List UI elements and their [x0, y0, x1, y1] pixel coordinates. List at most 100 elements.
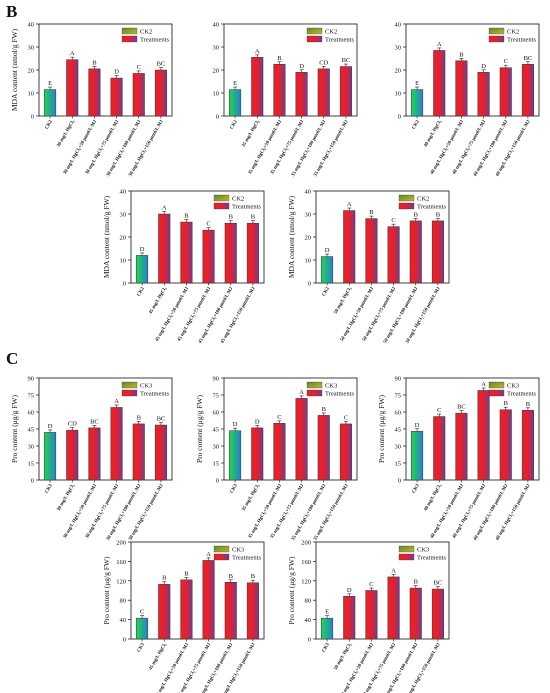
legend-swatch-control — [488, 381, 505, 389]
y-tick-label: 30 — [305, 212, 312, 219]
y-tick-label: 0 — [308, 637, 311, 644]
legend-label-control: CK3 — [232, 547, 244, 554]
significance-letter: C — [504, 58, 508, 65]
y-tick-label: 45 — [28, 427, 35, 434]
treatment-bar — [455, 412, 468, 481]
y-tick-label: 120 — [116, 578, 126, 585]
treatment-bar — [339, 423, 352, 481]
significance-letter: BC — [157, 416, 166, 423]
legend-label-control: CK3 — [140, 383, 152, 390]
legend-swatch-treatment — [306, 35, 323, 43]
category-label: CK3 — [322, 642, 331, 653]
y-tick-label: 10 — [28, 91, 35, 98]
significance-letter: A — [162, 205, 167, 212]
mda-chart-45: 0 10 20 30 40 MDA content (nmol/g FW) D CK2 A 45 … — [102, 189, 265, 345]
treatment-bar — [499, 67, 512, 117]
significance-letter: B — [92, 59, 97, 66]
legend-label-treatment: Treatments — [507, 37, 536, 44]
y-tick-label: 80 — [305, 598, 312, 605]
treatment-bar — [154, 69, 167, 117]
significance-letter: B — [229, 573, 234, 580]
control-bar — [229, 430, 242, 481]
legend-label-control: CK2 — [325, 29, 337, 36]
treatment-bar — [224, 582, 237, 640]
treatment-bar — [110, 407, 123, 481]
y-axis-label: MDA content (nmol/g FW) — [10, 28, 19, 111]
treatment-bar — [387, 576, 400, 640]
significance-letter: C — [369, 581, 373, 588]
category-label: 45 mg/L HgCl₂ — [149, 642, 169, 671]
control-bar — [411, 431, 424, 481]
legend-swatch-treatment — [488, 389, 505, 397]
pro-chart-40: 0 15 30 45 60 75 90 Pro content (μg/g FW) D CK3 C 4… — [377, 376, 540, 542]
y-tick-label: 15 — [28, 461, 35, 468]
category-label: 30 mg/L HgCl₂ — [57, 483, 77, 512]
y-tick-label: 10 — [305, 258, 312, 265]
y-axis-label: MDA content (nmol/g FW) — [287, 195, 296, 278]
significance-letter: E — [233, 80, 237, 87]
treatment-bar — [343, 596, 356, 640]
legend-swatch-treatment — [213, 202, 230, 210]
category-label: CK2 — [412, 119, 421, 130]
significance-letter: D — [299, 63, 304, 70]
category-label: 45 mg/L HgCl₂ — [149, 286, 169, 315]
legend-swatch-treatment — [121, 35, 138, 43]
y-tick-label: 60 — [213, 410, 220, 417]
treatment-bar — [180, 221, 193, 284]
y-tick-label: 200 — [301, 540, 311, 547]
significance-letter: BC — [434, 580, 443, 587]
category-label: CK3 — [230, 483, 239, 494]
significance-letter: B — [414, 211, 419, 218]
treatment-bar — [499, 409, 512, 481]
treatment-bar — [154, 424, 167, 481]
category-label: 30 mg/L HgCl₂ — [57, 119, 77, 148]
treatment-bar — [66, 429, 79, 481]
category-label: 40 mg/L HgCl₂ — [424, 119, 444, 148]
y-tick-label: 10 — [213, 91, 220, 98]
control-bar — [136, 617, 149, 640]
y-tick-label: 160 — [116, 559, 126, 566]
treatment-bar — [339, 66, 352, 117]
treatment-bar — [295, 72, 308, 117]
treatment-bar — [251, 427, 264, 481]
category-label: CK2 — [322, 286, 331, 297]
treatment-bar — [66, 59, 79, 117]
significance-letter: B — [414, 579, 419, 586]
category-label: CK3 — [45, 483, 54, 494]
legend-swatch-control — [121, 381, 138, 389]
plot-frame — [130, 541, 265, 640]
legend-label-control: CK3 — [507, 383, 519, 390]
y-tick-label: 20 — [28, 68, 35, 75]
significance-letter: D — [48, 423, 53, 430]
y-tick-label: 40 — [28, 22, 35, 29]
y-tick-label: 20 — [213, 68, 220, 75]
y-axis-label: Pro content (μg/g FW) — [102, 556, 111, 624]
y-tick-label: 90 — [28, 376, 35, 383]
treatment-bar — [455, 60, 468, 117]
legend-label-treatment: Treatments — [325, 37, 354, 44]
panel-letter-c: C — [6, 349, 19, 368]
treatment-bar — [521, 410, 534, 481]
legend-swatch-treatment — [213, 553, 230, 561]
significance-letter: A — [391, 567, 396, 574]
y-tick-label: 30 — [120, 212, 127, 219]
category-label: CK2 — [45, 119, 54, 130]
significance-letter: BC — [524, 55, 533, 62]
y-tick-label: 40 — [120, 189, 127, 196]
legend-label-treatment: Treatments — [417, 555, 446, 562]
significance-letter: A — [255, 48, 260, 55]
treatment-bar — [251, 57, 264, 117]
treatment-bar — [88, 427, 101, 481]
legend-label-control: CK3 — [325, 383, 337, 390]
treatment-bar — [477, 390, 490, 481]
significance-letter: D — [255, 418, 260, 425]
y-tick-label: 0 — [31, 114, 34, 121]
category-label: CK3 — [412, 483, 421, 494]
treatment-bar — [88, 68, 101, 117]
y-tick-label: 0 — [216, 478, 219, 485]
significance-letter: B — [251, 214, 256, 221]
significance-letter: BC — [457, 404, 466, 411]
treatment-bar — [202, 560, 215, 640]
y-tick-label: 0 — [31, 478, 34, 485]
